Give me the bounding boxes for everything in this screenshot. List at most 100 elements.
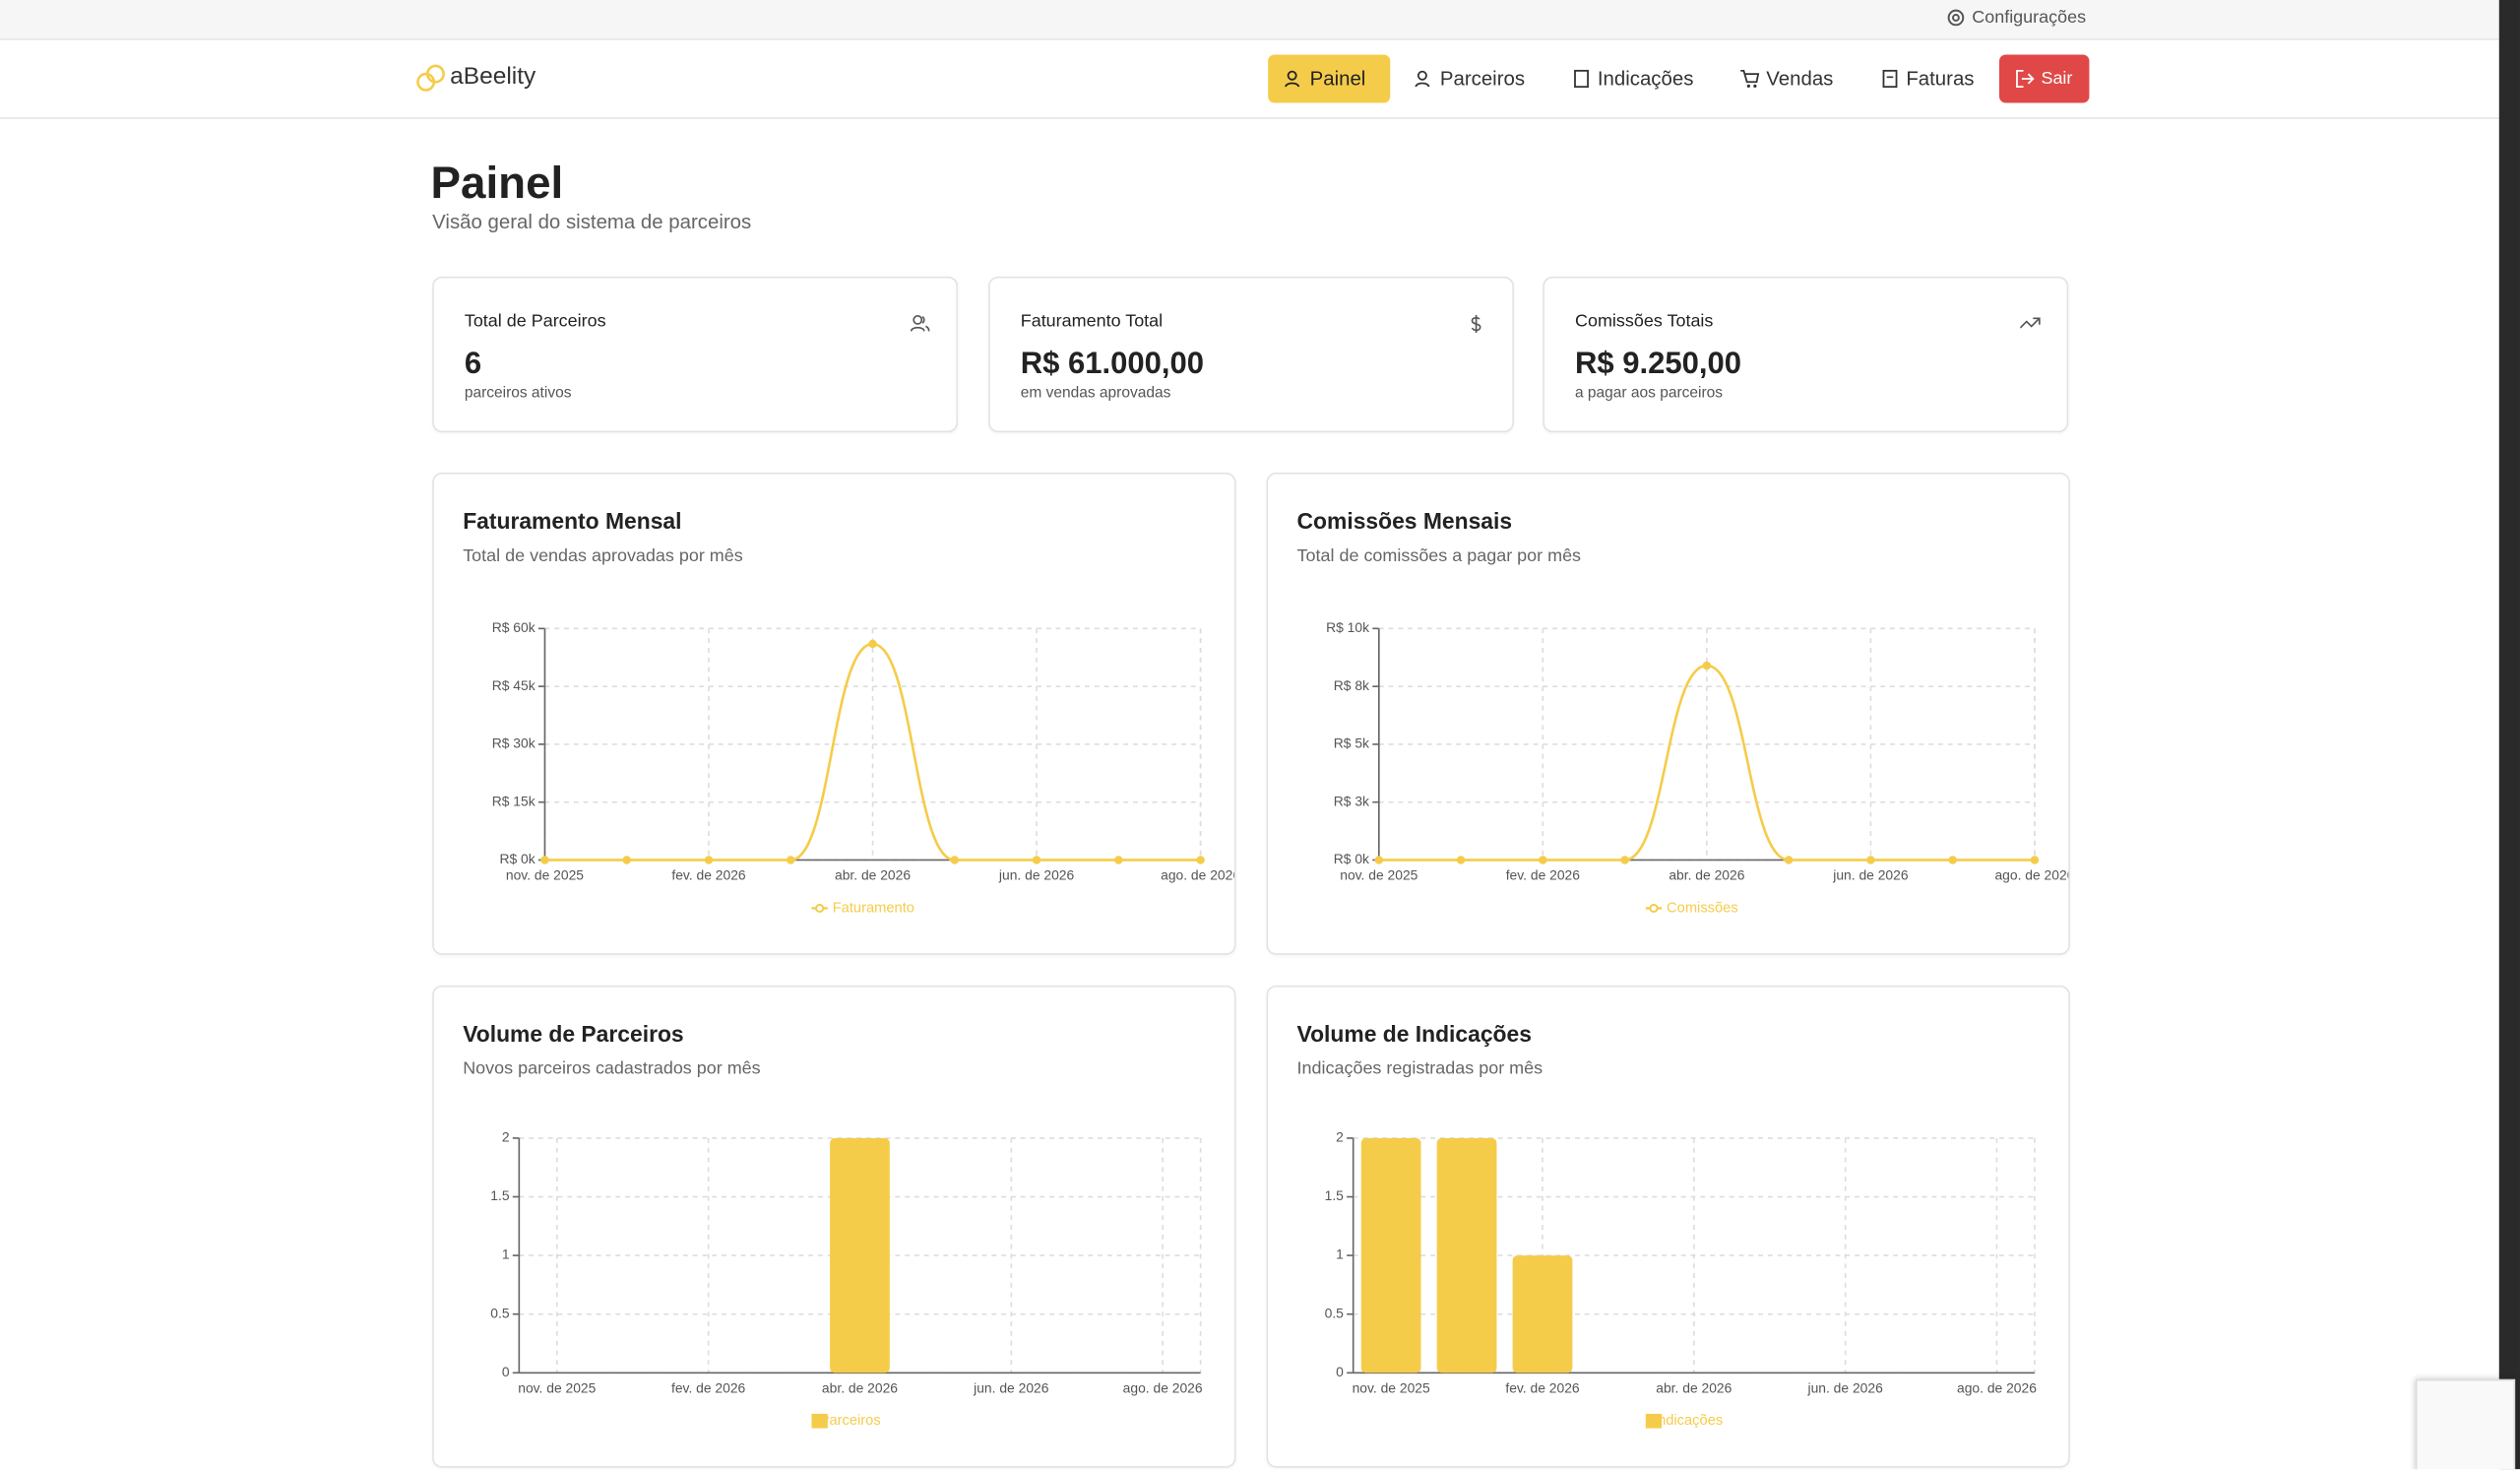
y-tick-label: 0 [1336,1364,1344,1379]
point [1539,856,1547,864]
stat-card: Total de Parceiros 6 parceiros ativos [432,276,959,433]
nav-label: Faturas [1906,67,1975,91]
nav-icon [1415,70,1430,88]
x-tick-label: ago. de 2026 [1994,866,2068,882]
logo-icon [416,64,445,92]
top-bar: Configurações [0,0,2499,40]
line [1378,664,2035,862]
point [704,856,714,864]
x-tick-label: jun. de 2026 [1832,866,1909,882]
nav-parceiros[interactable]: Parceiros [1398,55,1541,103]
x-tick-label: fev. de 2026 [671,1379,746,1395]
y-tick-label: R$ 10k [1326,619,1369,635]
nav-icon [1574,69,1589,89]
y-tick-label: 2 [1336,1129,1344,1145]
chart-title: Comissões Mensais [1296,507,1513,535]
y-tick-label: R$ 0k [499,851,535,866]
x-tick-label: ago. de 2026 [1957,1379,2037,1395]
nav-faturas[interactable]: Faturas [1864,55,1990,103]
chart-card: Comissões Mensais Total de comissões a pa… [1266,472,2070,955]
stat-label: Total de Parceiros [464,311,606,332]
y-tick-label: 0.5 [490,1305,510,1320]
y-tick-label: 0.5 [1325,1305,1345,1320]
legend-symbol [811,1413,828,1429]
chart: 0 0.5 1 1.5 2 nov. de 2025 fev. de 2026 abr. de… [1325,1129,2038,1430]
legend-symbol [1645,1413,1663,1429]
page-subtitle: Visão geral do sistema de parceiros [432,210,752,233]
bar [830,1137,890,1374]
x-tick-label: fev. de 2026 [671,866,746,882]
x-tick-label: fev. de 2026 [1505,1379,1580,1395]
stat-value: R$ 61.000,00 [1020,347,1205,381]
stat-label: Faturamento Total [1020,311,1164,332]
point [540,856,549,864]
y-tick-label: R$ 0k [1334,851,1369,866]
nav-indicacoes[interactable]: Indicações [1555,55,1709,103]
chart-subtitle: Indicações registradas por mês [1296,1058,1544,1079]
nav-label: Parceiros [1439,67,1526,91]
settings-link[interactable]: Configurações [1972,8,2087,28]
point [1948,856,1957,864]
x-tick-label: fev. de 2026 [1506,866,1581,882]
y-tick-label: R$ 5k [1334,735,1369,751]
x-tick-label: nov. de 2025 [506,866,584,882]
chart-card: Volume de Indicações Indicações registrad… [1266,985,2070,1468]
point [1196,856,1205,864]
x-tick-label: nov. de 2025 [1340,866,1418,882]
x-tick-label: abr. de 2026 [835,866,911,882]
point [1702,661,1712,671]
x-tick-label: nov. de 2025 [1353,1379,1430,1395]
chart: 0 0.5 1 1.5 2 nov. de 2025 fev. de 2026 abr. de… [490,1129,1203,1430]
nav-label: Vendas [1766,67,1834,91]
recaptcha-badge[interactable] [2415,1378,2516,1470]
x-tick-label: ago. de 2026 [1161,866,1234,882]
point [950,856,960,864]
nav-icon [1285,70,1300,88]
x-tick-label: abr. de 2026 [1656,1379,1732,1395]
nav-painel[interactable]: Painel [1268,54,1391,103]
bar [1436,1137,1497,1374]
chart: R$ 0k R$ 3k R$ 5k R$ 8k R$ 10k nov. de 2025 fe… [1326,619,2068,916]
y-tick-label: R$ 60k [492,619,536,635]
legend-label: Parceiros [820,1413,881,1429]
nav-vendas[interactable]: Vendas [1725,55,1850,103]
window-edge [2498,0,2520,1470]
x-tick-label: jun. de 2026 [973,1379,1049,1395]
chart-title: Volume de Parceiros [463,1020,684,1047]
nav-bar: aBeelity Painel Parceiros Indicações Ven… [0,39,2499,119]
icon [910,314,930,332]
x-tick-label: ago. de 2026 [1123,1379,1203,1395]
point [622,856,631,864]
logo-text[interactable]: aBeelity [450,62,536,91]
y-tick-label: R$ 15k [492,793,536,808]
settings-icon [1947,9,1965,27]
chart-subtitle: Total de vendas aprovadas por mês [463,546,743,566]
stat-note: parceiros ativos [464,384,572,403]
y-tick-label: 0 [502,1364,510,1379]
stat-value: 6 [464,347,482,381]
nav-icon [1740,69,1760,88]
point [1866,856,1875,864]
legend-label: Indicações [1654,1413,1723,1429]
x-tick-label: nov. de 2025 [518,1379,596,1395]
point [1032,856,1041,864]
bar [1512,1255,1573,1374]
nav-label: Sair [2041,69,2073,89]
point [2030,856,2040,864]
stat-label: Comissões Totais [1574,311,1714,332]
chart-card: Faturamento Mensal Total de vendas aprova… [432,472,1236,955]
y-tick-label: R$ 3k [1334,793,1369,808]
logout-button[interactable]: Sair [1999,54,2090,103]
stat-value: R$ 9.250,00 [1574,347,1742,381]
nav-label: Painel [1309,67,1366,91]
nav-icon [2016,69,2035,89]
nav-icon [1882,69,1898,89]
y-tick-label: 1 [502,1246,510,1262]
x-tick-label: jun. de 2026 [998,866,1075,882]
y-tick-label: 1.5 [1325,1187,1345,1203]
bar [1360,1137,1421,1374]
y-tick-label: 1 [1336,1246,1344,1262]
page-title: Painel [430,157,564,208]
